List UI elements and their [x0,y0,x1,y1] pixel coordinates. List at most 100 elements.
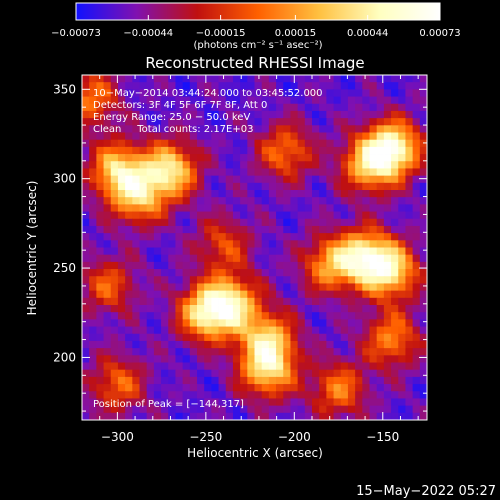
heatmap-cell [283,103,291,112]
heatmap-cell [355,168,363,177]
heatmap-cell [312,290,320,299]
heatmap-cell [82,297,90,306]
heatmap-cell [218,132,227,141]
heatmap-cell [168,103,176,112]
heatmap-cell [297,240,306,248]
heatmap-cell [347,240,356,248]
heatmap-cell [412,190,421,198]
heatmap-cell [383,261,392,270]
heatmap-cell [139,75,148,83]
heatmap-cell [398,204,406,212]
heatmap-cell [268,161,277,169]
heatmap-cell [168,197,176,205]
heatmap-cell [297,161,306,169]
heatmap-cell [211,312,219,320]
heatmap-cell [132,348,140,356]
heatmap-cell [103,319,112,327]
heatmap-cell [319,75,327,83]
heatmap-cell [232,175,241,184]
heatmap-cell [218,139,227,148]
heatmap-cell [204,297,212,306]
heatmap-cell [383,333,392,342]
heatmap-cell [383,247,392,256]
heatmap-cell [89,326,97,335]
heatmap-cell [347,297,356,306]
heatmap-cell [268,132,277,141]
heatmap-cell [232,89,241,97]
heatmap-cell [412,82,421,90]
heatmap-cell [103,297,112,306]
heatmap-cell [110,204,119,212]
heatmap-cell [340,125,349,133]
heatmap-cell [247,139,255,148]
heatmap-cell [376,276,385,284]
heatmap-cell [276,333,284,342]
heatmap-cell [96,211,104,220]
heatmap-cell [240,146,248,155]
heatmap-cell [297,175,306,184]
heatmap-cell [125,362,133,371]
heatmap-cell [139,340,148,349]
heatmap-cell [405,362,414,371]
heatmap-cell [89,312,97,320]
heatmap-cell [290,132,299,141]
heatmap-cell [283,218,291,227]
heatmap-cell [240,82,248,90]
heatmap-cell [340,154,349,162]
heatmap-cell [304,225,313,234]
heatmap-cell [297,154,306,162]
heatmap-cell [132,110,140,119]
heatmap-cell [117,391,126,399]
heatmap-cell [290,261,299,270]
heatmap-cell [110,384,119,392]
heatmap-cell [376,297,385,306]
heatmap-cell [139,197,148,205]
heatmap-cell [96,326,104,335]
heatmap-cell [362,125,370,133]
heatmap-cell [89,154,97,162]
heatmap-cell [240,348,248,356]
heatmap-cell [261,218,270,227]
heatmap-cell [103,276,112,284]
heatmap-cell [117,247,126,256]
heatmap-cell [204,89,212,97]
heatmap-cell [168,225,176,234]
heatmap-cell [319,96,327,105]
heatmap-cell [276,391,284,399]
heatmap-cell [225,218,234,227]
annotations: 10−May−2014 03:44:24.000 to 03:45:52.000… [93,88,323,410]
heatmap-cell [182,340,191,349]
heatmap-cell [412,384,421,392]
heatmap-cell [362,305,370,313]
heatmap-cell [189,305,198,313]
heatmap-cell [197,340,205,349]
heatmap-cell [161,369,169,378]
heatmap-cell [182,269,191,277]
heatmap-cell [362,384,370,392]
heatmap-cell [182,168,191,177]
heatmap-cell [326,269,334,277]
heatmap-cell [139,247,148,256]
heatmap-cell [333,405,342,414]
heatmap-cell [153,161,162,169]
heatmap-cell [125,110,133,119]
heatmap-cell [319,319,327,327]
heatmap-cell [204,125,212,133]
heatmap-cell [240,276,248,284]
heatmap-cell [161,218,169,227]
heatmap-cell [405,247,414,256]
heatmap-cell [383,89,392,97]
heatmap-cell [132,168,140,177]
heatmap-cell [290,398,299,407]
heatmap-cell [96,362,104,371]
heatmap-cell [117,240,126,248]
heatmap-cell [218,103,227,112]
heatmap-cell [211,175,219,184]
heatmap-cell [96,276,104,284]
heatmap-cell [247,103,255,112]
heatmap-cell [297,384,306,392]
heatmap-cell [369,319,378,327]
heatmap-cell [204,146,212,155]
heatmap-cell [161,89,169,97]
heatmap-cell [268,197,277,205]
